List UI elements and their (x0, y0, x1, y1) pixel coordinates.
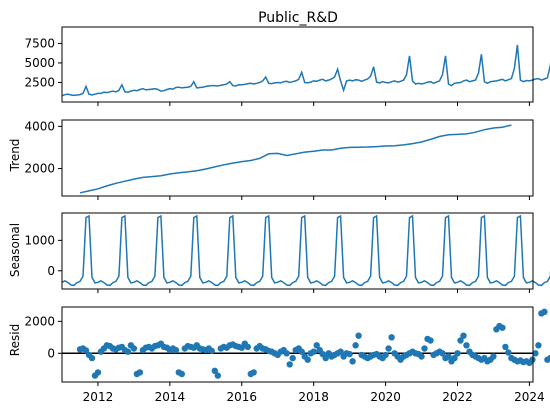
resid-point (94, 369, 102, 376)
ylabel-trend: Trend (8, 139, 22, 173)
resid-point (208, 347, 215, 355)
resid-point (313, 342, 320, 349)
resid-point (499, 324, 506, 331)
trend-series-line (79, 124, 512, 194)
x-axis-ticks: 2012 2014 2016 2018 2020 2022 2024 (83, 390, 545, 404)
observed-series-line (61, 44, 550, 97)
panel-seasonal: 0 1000 (24, 212, 550, 293)
x-tick-label: 2020 (370, 390, 401, 404)
observed-frame (61, 26, 534, 103)
x-tick-label: 2012 (83, 390, 114, 404)
resid-point (136, 369, 144, 376)
y-tick-label: 2500 (24, 75, 55, 89)
y-tick-label: 5000 (24, 56, 55, 70)
y-tick-label: 4000 (24, 119, 55, 133)
resid-point (346, 350, 353, 358)
resid-point (244, 343, 251, 351)
resid-point (457, 337, 464, 344)
resid-point (82, 347, 90, 354)
resid-point (172, 346, 180, 354)
chart-title: Public_R&D (258, 10, 338, 26)
resid-point (124, 348, 132, 355)
resid-point (385, 345, 392, 352)
y-tick-label: 2000 (24, 314, 55, 328)
panel-resid: 0 2000 (24, 306, 550, 386)
resid-point (418, 353, 425, 360)
resid-point (451, 354, 458, 362)
resid-point (214, 372, 221, 379)
resid-point (388, 334, 395, 341)
resid-point (382, 351, 389, 359)
resid-point (337, 348, 344, 355)
resid-point (286, 361, 293, 368)
resid-point (463, 342, 470, 349)
resid-point (250, 369, 257, 376)
resid-point (304, 356, 311, 363)
resid-point (352, 342, 359, 349)
resid-point (289, 354, 296, 362)
trend-frame (61, 119, 534, 197)
resid-point (541, 308, 548, 315)
x-tick-label: 2018 (298, 390, 329, 404)
resid-point (502, 343, 509, 351)
ylabel-seasonal: Seasonal (8, 223, 22, 277)
resid-point (178, 370, 185, 378)
resid-point (355, 332, 362, 339)
seasonal-frame (61, 212, 534, 290)
panel-trend: 2000 4000 (24, 119, 534, 200)
x-tick-label: 2024 (514, 390, 545, 404)
resid-point (211, 367, 218, 374)
ylabel-resid: Resid (8, 324, 22, 356)
resid-point (283, 350, 290, 357)
resid-point (535, 342, 542, 349)
resid-frame (61, 306, 534, 383)
resid-point (529, 356, 536, 363)
resid-point (427, 337, 434, 344)
resid-point (439, 350, 446, 357)
resid-point (445, 353, 452, 360)
resid-point (322, 354, 329, 362)
seasonal-series-line (61, 214, 550, 287)
resid-point (505, 349, 512, 356)
y-tick-label: 1000 (24, 233, 55, 247)
resid-point (460, 332, 467, 339)
y-tick-label: 0 (47, 264, 55, 278)
resid-point (349, 358, 356, 365)
resid-point (421, 345, 428, 352)
resid-point (130, 345, 138, 352)
resid-point (310, 348, 317, 355)
x-tick-label: 2014 (155, 390, 186, 404)
x-tick-label: 2022 (442, 390, 473, 404)
y-tick-label: 2000 (24, 162, 55, 176)
resid-point (298, 348, 305, 355)
resid-point (547, 354, 550, 362)
resid-point (454, 350, 461, 357)
panel-observed: 2500 5000 7500 (24, 26, 550, 106)
y-tick-label: 0 (47, 346, 55, 360)
x-tick-label: 2016 (226, 390, 257, 404)
resid-point (88, 354, 96, 362)
resid-point (490, 353, 497, 360)
y-tick-label: 7500 (24, 36, 55, 50)
resid-point (532, 350, 539, 357)
